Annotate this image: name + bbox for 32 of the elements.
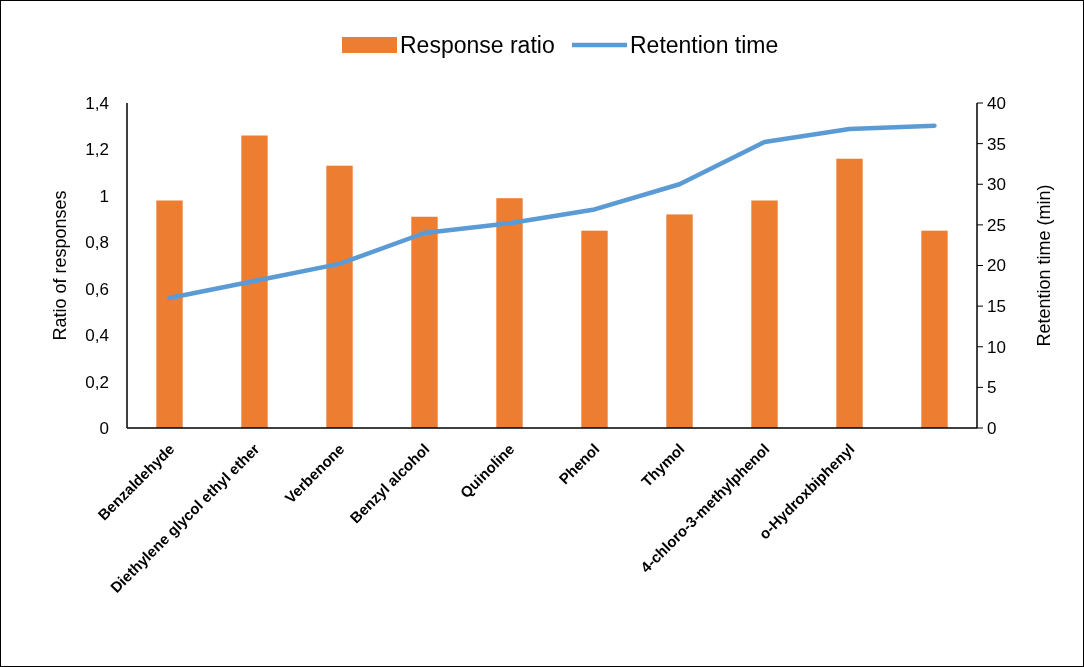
- line-series: [167, 123, 937, 301]
- y-tick-label: 1,4: [85, 93, 109, 113]
- bar: [326, 165, 353, 428]
- y-tick-label: 0,4: [85, 326, 109, 346]
- y2-tick-label: 15: [987, 297, 1006, 317]
- bar: [581, 230, 608, 428]
- y2-tick-label: 35: [987, 134, 1006, 154]
- bar: [241, 135, 268, 428]
- y-axis-title: Ratio of responses: [50, 190, 70, 341]
- y2-tick-label: 20: [987, 256, 1006, 276]
- y-tick-label: 1: [99, 186, 109, 206]
- y-tick-label: 0,2: [85, 372, 109, 392]
- bar: [666, 214, 693, 428]
- y2-tick-label: 25: [987, 215, 1006, 235]
- y2-tick-label: 10: [987, 337, 1006, 357]
- y-tick-label: 0,6: [85, 279, 109, 299]
- y2-tick-label: 30: [987, 175, 1006, 195]
- legend-label: Retention time: [630, 32, 779, 59]
- bar: [836, 158, 863, 428]
- y-tick-label: 0: [99, 418, 109, 438]
- bar: [156, 200, 183, 428]
- legend-label: Response ratio: [400, 32, 555, 59]
- y2-tick-label: 0: [987, 418, 997, 438]
- bar: [921, 230, 948, 428]
- y2-tick-label: 5: [987, 378, 997, 398]
- y-tick-label: 0,8: [85, 233, 109, 253]
- bar: [751, 200, 778, 428]
- bar: [496, 198, 523, 428]
- y-tick-label: 1,2: [85, 140, 109, 160]
- y2-tick-label: 40: [987, 93, 1006, 113]
- bar: [411, 216, 438, 428]
- y2-axis-title: Retention time (min): [1034, 184, 1054, 347]
